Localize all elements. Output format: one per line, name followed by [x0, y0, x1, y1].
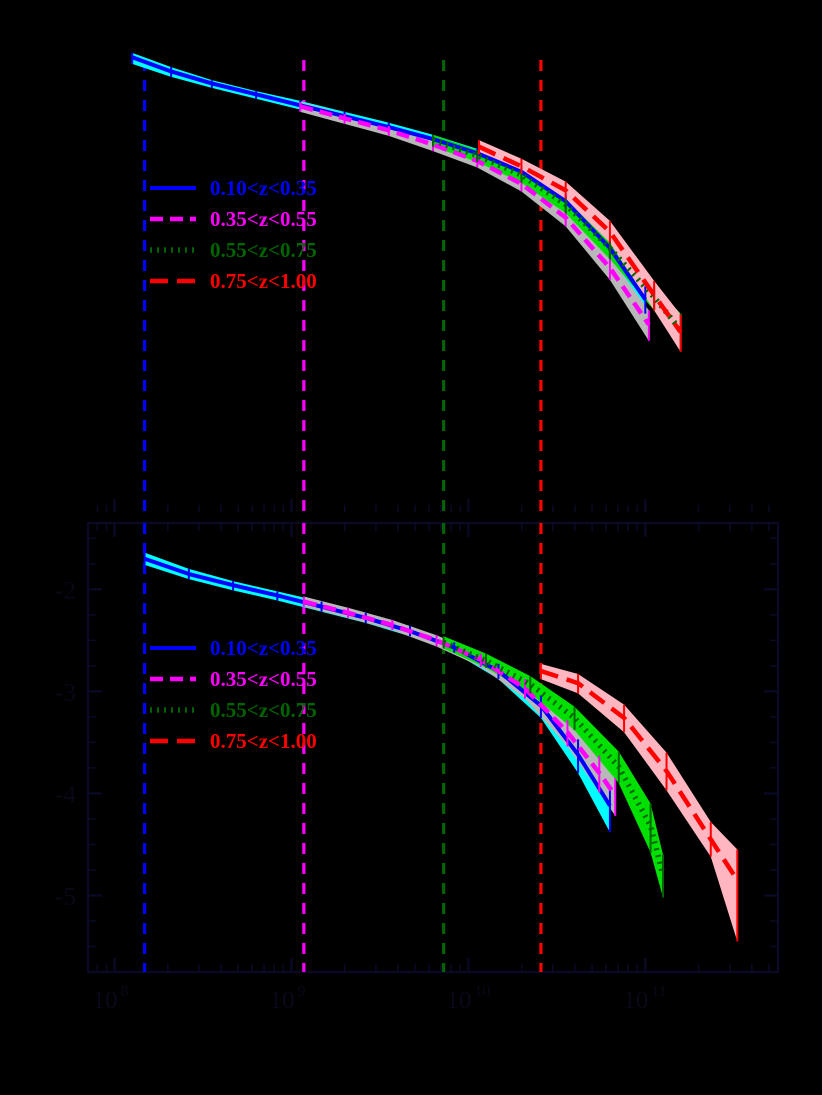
y-tick-label: -2	[55, 577, 76, 604]
y-tick-label: -4	[55, 781, 76, 808]
legend-label-0.75<z<1.00: 0.75<z<1.00	[210, 269, 317, 293]
x-tick-exponent: 9	[297, 983, 305, 1000]
curve-0.35<z<0.55	[303, 599, 618, 797]
x-tick-label: 10	[623, 987, 648, 1014]
x-tick-exponent: 8	[121, 983, 129, 1000]
x-tick-label-group: 10 11	[623, 983, 666, 1014]
legend-label-0.10<z<0.35: 0.10<z<0.35	[210, 636, 317, 660]
curve-0.75<z<1.00	[478, 144, 683, 334]
y-tick-label: -5	[55, 883, 76, 910]
legend-label-0.55<z<0.75: 0.55<z<0.75	[210, 698, 317, 722]
legend-label-0.35<z<0.55: 0.35<z<0.55	[210, 667, 317, 691]
legend-label-0.10<z<0.35: 0.10<z<0.35	[210, 176, 317, 200]
x-tick-label: 10	[93, 987, 118, 1014]
x-tick-label: 10	[446, 987, 471, 1014]
x-tick-exponent: 10	[474, 983, 490, 1000]
x-tick-label-group: 10 8	[93, 983, 129, 1014]
curve-0.75<z<1.00	[540, 668, 740, 882]
x-tick-exponent: 11	[651, 983, 666, 1000]
lower-panel-frame	[86, 521, 780, 974]
legend-label-0.35<z<0.55: 0.35<z<0.55	[210, 207, 317, 231]
legend-label-0.55<z<0.75: 0.55<z<0.75	[210, 238, 317, 262]
y-tick-label: -3	[55, 679, 76, 706]
x-tick-label-group: 10 9	[269, 983, 305, 1014]
x-tick-label: 10	[269, 987, 294, 1014]
legend-label-0.75<z<1.00: 0.75<z<1.00	[210, 729, 317, 753]
uncertainty-band-0.75<z<1.00	[540, 663, 738, 942]
x-tick-label-group: 10 10	[446, 983, 490, 1014]
